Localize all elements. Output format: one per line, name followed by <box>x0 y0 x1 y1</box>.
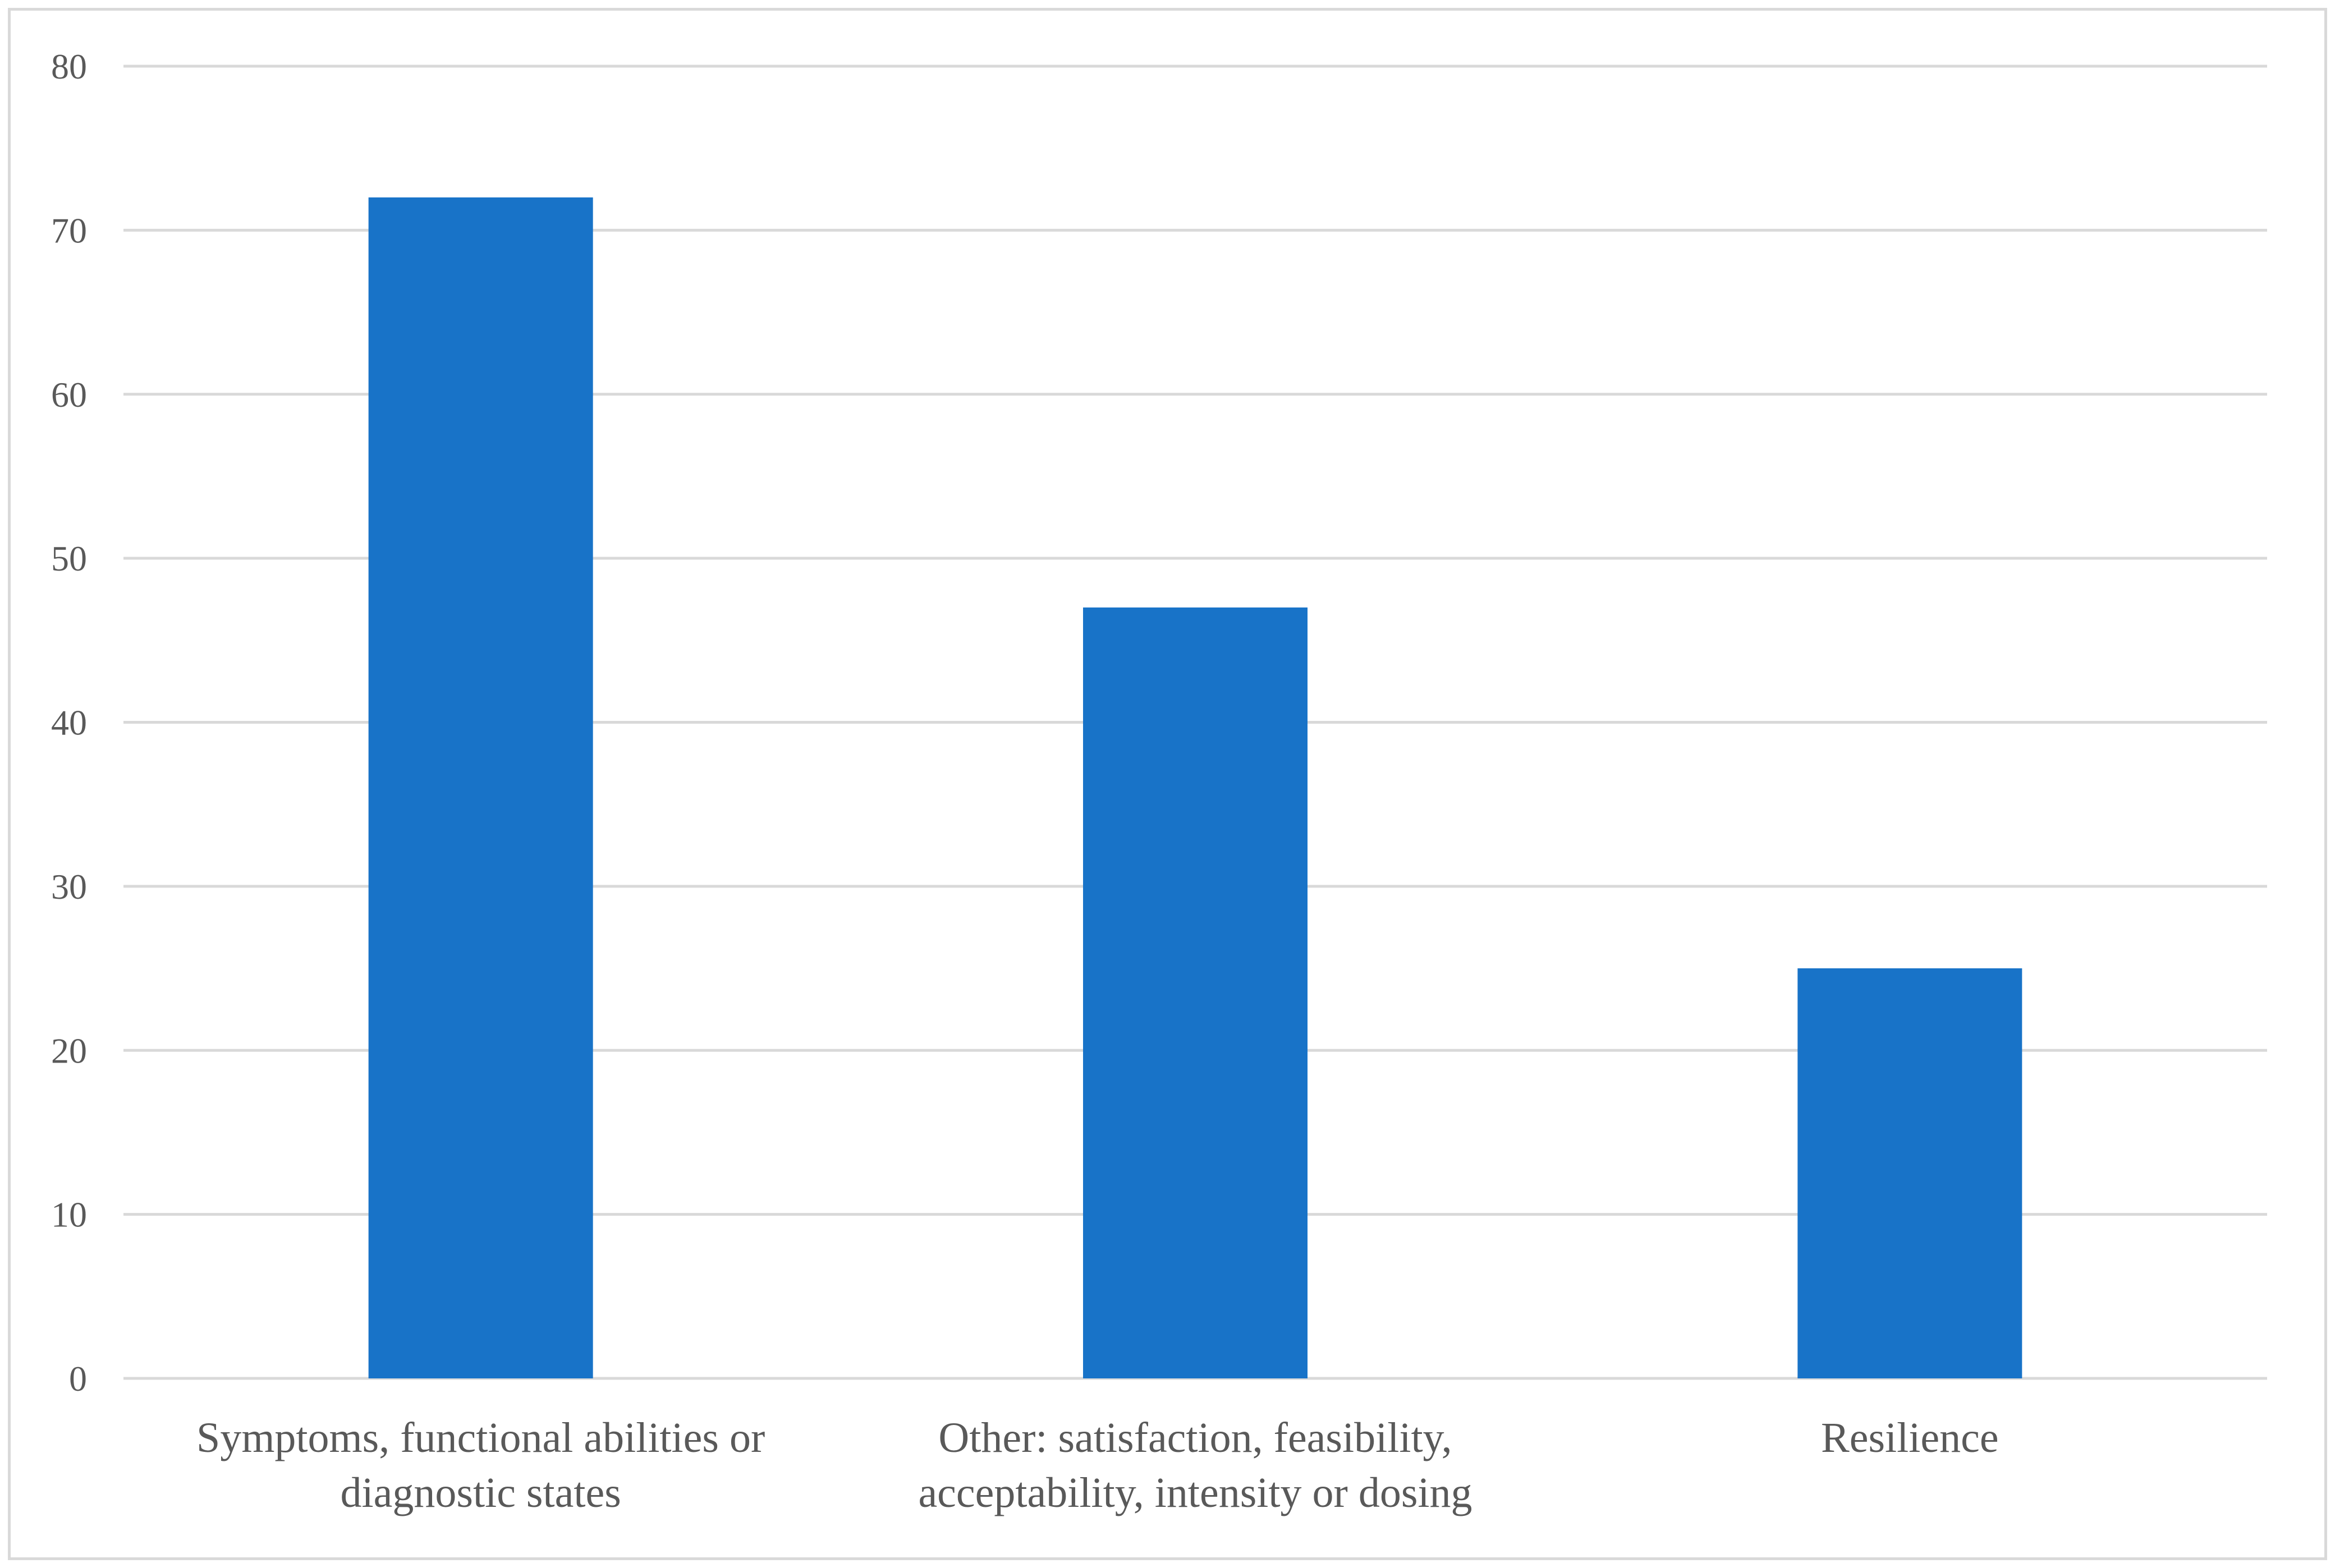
bars <box>368 197 2022 1379</box>
y-tick-label: 0 <box>69 1359 87 1399</box>
y-tick-label: 60 <box>51 375 87 415</box>
x-category-label: diagnostic states <box>341 1469 621 1516</box>
x-axis-categories: Symptoms, functional abilities or diagnos… <box>196 1414 1999 1516</box>
y-tick-label: 80 <box>51 47 87 86</box>
y-axis-ticks: 0 10 20 30 40 50 60 70 80 <box>51 47 87 1399</box>
x-category-label: Symptoms, functional abilities or <box>196 1414 765 1461</box>
y-tick-label: 40 <box>51 703 87 743</box>
bar-2 <box>1083 607 1308 1378</box>
x-category-label: acceptability, intensity or dosing <box>918 1469 1472 1516</box>
y-tick-label: 30 <box>51 867 87 907</box>
x-category-label: Resilience <box>1821 1414 1999 1461</box>
y-tick-label: 50 <box>51 539 87 578</box>
y-tick-label: 10 <box>51 1195 87 1235</box>
x-category-label: Other: satisfaction, feasibility, <box>938 1414 1452 1461</box>
y-tick-label: 20 <box>51 1031 87 1070</box>
bar-1 <box>368 197 593 1379</box>
bar-3 <box>1797 968 2022 1378</box>
y-tick-label: 70 <box>51 210 87 250</box>
